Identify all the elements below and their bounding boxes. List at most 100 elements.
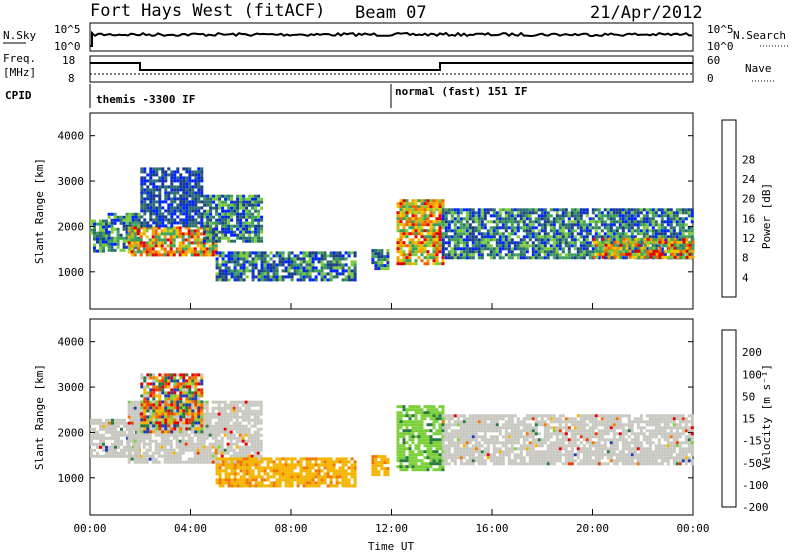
echo-cell: [211, 433, 215, 437]
echo-cell: [152, 197, 156, 201]
echo-cell: [196, 451, 200, 455]
echo-cell: [236, 460, 240, 464]
echo-cell: [146, 427, 150, 431]
echo-cell: [193, 238, 197, 242]
echo-cell: [510, 253, 514, 257]
echo-cell: [570, 253, 574, 257]
echo-cell: [166, 451, 170, 455]
echo-cell: [194, 179, 198, 183]
echo-cell: [99, 234, 102, 238]
echo-cell: [287, 481, 291, 485]
echo-cell: [93, 442, 96, 446]
echo-cell: [667, 240, 671, 244]
echo-cell: [155, 209, 159, 213]
echo-cell: [173, 388, 177, 392]
echo-cell: [691, 243, 695, 247]
echo-cell: [152, 203, 156, 207]
echo-cell: [239, 254, 243, 258]
echo-cell: [178, 253, 182, 257]
echo-cell: [564, 226, 568, 230]
echo-cell: [555, 208, 559, 212]
echo-cell: [260, 278, 264, 282]
echo-cell: [151, 400, 155, 404]
echo-cell: [224, 233, 228, 237]
echo-cell: [185, 388, 189, 392]
echo-cell: [299, 272, 303, 276]
echo-cell: [678, 232, 682, 236]
echo-cell: [149, 421, 153, 425]
echo-cell: [170, 212, 174, 216]
echo-cell: [117, 421, 120, 425]
echo-cell: [405, 414, 409, 418]
echo-cell: [462, 250, 466, 254]
echo-cell: [263, 272, 267, 276]
echo-cell: [163, 253, 167, 257]
echo-cell: [399, 435, 403, 439]
echo-cell: [235, 442, 239, 446]
echo-cell: [208, 415, 212, 419]
echo-cell: [399, 232, 403, 236]
echo-cell: [136, 403, 140, 407]
echo-cell: [166, 454, 170, 458]
echo-cell: [655, 252, 659, 256]
echo-cell: [233, 463, 237, 467]
echo-cell: [260, 260, 264, 264]
echo-cell: [238, 433, 242, 437]
echo-cell: [105, 445, 108, 449]
echo-cell: [396, 250, 400, 254]
echo-cell: [254, 200, 258, 204]
echo-cell: [408, 414, 412, 418]
echo-cell: [181, 442, 185, 446]
echo-cell: [163, 457, 167, 461]
echo-cell: [332, 460, 336, 464]
echo-cell: [335, 469, 339, 473]
echo-cell: [432, 199, 436, 203]
echo-cell: [251, 266, 255, 270]
echo-cell: [510, 256, 514, 260]
echo-cell: [690, 232, 694, 236]
echo-cell: [326, 457, 330, 461]
echo-cell: [654, 208, 658, 212]
echo-cell: [90, 448, 93, 452]
echo-cell: [247, 421, 251, 425]
echo-cell: [377, 470, 381, 474]
echo-cell: [501, 256, 505, 260]
echo-cell: [164, 373, 168, 377]
echo-cell: [133, 415, 137, 419]
echo-cell: [471, 232, 475, 236]
echo-cell: [317, 466, 321, 470]
echo-cell: [266, 254, 270, 258]
echo-cell: [193, 445, 197, 449]
echo-cell: [456, 232, 460, 236]
echo-cell: [127, 238, 131, 242]
echo-cell: [634, 255, 638, 259]
echo-cell: [386, 249, 390, 253]
echo-cell: [241, 412, 245, 416]
echo-cell: [396, 420, 400, 424]
echo-cell: [178, 433, 182, 437]
echo-cell: [126, 436, 129, 440]
echo-cell: [242, 221, 246, 225]
echo-cell: [149, 415, 153, 419]
echo-cell: [200, 418, 204, 422]
echo-cell: [230, 260, 234, 264]
echo-cell: [441, 223, 445, 227]
echo-cell: [134, 215, 138, 219]
echo-cell: [320, 475, 324, 479]
echo-cell: [259, 403, 263, 407]
echo-cell: [185, 170, 189, 174]
echo-cell: [649, 246, 653, 250]
echo-cell: [136, 430, 140, 434]
echo-cell: [242, 263, 246, 267]
echo-cell: [152, 179, 156, 183]
echo-cell: [284, 457, 288, 461]
echo-cell: [185, 406, 189, 410]
echo-cell: [140, 170, 144, 174]
echo-cell: [167, 373, 171, 377]
echo-cell: [417, 217, 421, 221]
echo-cell: [474, 217, 478, 221]
echo-cell: [173, 176, 177, 180]
echo-cell: [122, 248, 126, 252]
echo-cell: [531, 244, 535, 248]
echo-cell: [140, 167, 144, 171]
